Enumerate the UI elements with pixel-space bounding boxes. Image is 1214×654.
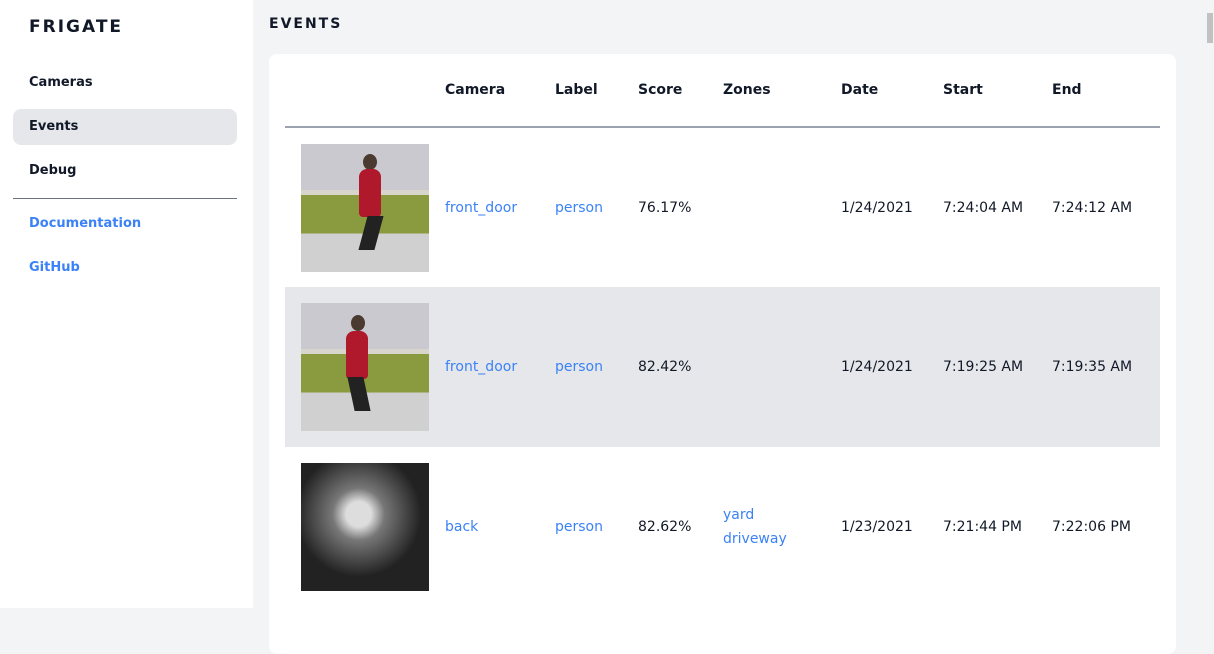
start-time: 7:24:04 AM	[943, 199, 1024, 216]
date: 1/24/2021	[841, 287, 943, 447]
link-documentation[interactable]: Documentation	[29, 216, 142, 231]
end-time: 7:22:06 PM	[1052, 519, 1131, 535]
event-thumbnail[interactable]	[301, 303, 429, 431]
header-label: Label	[555, 54, 638, 128]
label-link[interactable]: person	[555, 359, 603, 375]
score: 82.62%	[638, 519, 692, 535]
header-score: Score	[638, 54, 723, 128]
header-start: Start	[943, 54, 1052, 128]
link-github[interactable]: GitHub	[29, 260, 80, 275]
event-thumbnail[interactable]	[301, 143, 429, 272]
start-time: 7:21:44 PM	[943, 519, 1022, 535]
table-row[interactable]: back person 82.62% yard driveway 1/23/202…	[285, 447, 1160, 607]
date: 1/24/2021	[841, 199, 913, 216]
sidebar-item-cameras[interactable]: Cameras	[29, 75, 93, 90]
table-row[interactable]: front_door person 82.42% 1/24/2021 7:19:…	[285, 287, 1160, 447]
end-time: 7:19:35 AM	[1052, 287, 1160, 447]
header-camera: Camera	[445, 54, 555, 128]
start-time: 7:19:25 AM	[943, 287, 1052, 447]
camera-link[interactable]: front_door	[445, 359, 518, 375]
scrollbar-thumb[interactable]	[1207, 13, 1213, 43]
zone-link[interactable]: yard	[723, 507, 755, 523]
events-table: Camera Label Score Zones Date Start End …	[285, 54, 1160, 607]
header-end: End	[1052, 54, 1160, 128]
zone-link[interactable]: driveway	[723, 531, 787, 547]
sidebar: FRIGATE Cameras Events Debug Documentati…	[0, 0, 253, 608]
header-date: Date	[841, 54, 943, 128]
camera-link[interactable]: front_door	[445, 199, 518, 216]
camera-link[interactable]: back	[445, 519, 479, 535]
table-row[interactable]: front_door person 76.17% 1/24/2021 7:24:…	[285, 127, 1160, 287]
score: 76.17%	[638, 199, 692, 216]
header-zones: Zones	[723, 54, 841, 128]
label-link[interactable]: person	[555, 199, 603, 216]
app-logo[interactable]: FRIGATE	[29, 17, 124, 37]
sidebar-divider	[13, 198, 237, 199]
page-title: EVENTS	[269, 16, 343, 32]
event-thumbnail[interactable]	[301, 463, 429, 591]
sidebar-item-events[interactable]: Events	[13, 109, 237, 145]
events-card: Camera Label Score Zones Date Start End …	[269, 54, 1176, 654]
score: 82.42%	[638, 287, 723, 447]
sidebar-item-debug[interactable]: Debug	[29, 163, 77, 178]
date: 1/23/2021	[841, 519, 913, 535]
scrollbar[interactable]	[1205, 0, 1214, 608]
label-link[interactable]: person	[555, 519, 603, 535]
end-time: 7:24:12 AM	[1052, 199, 1133, 216]
header-thumbnail	[285, 54, 445, 128]
